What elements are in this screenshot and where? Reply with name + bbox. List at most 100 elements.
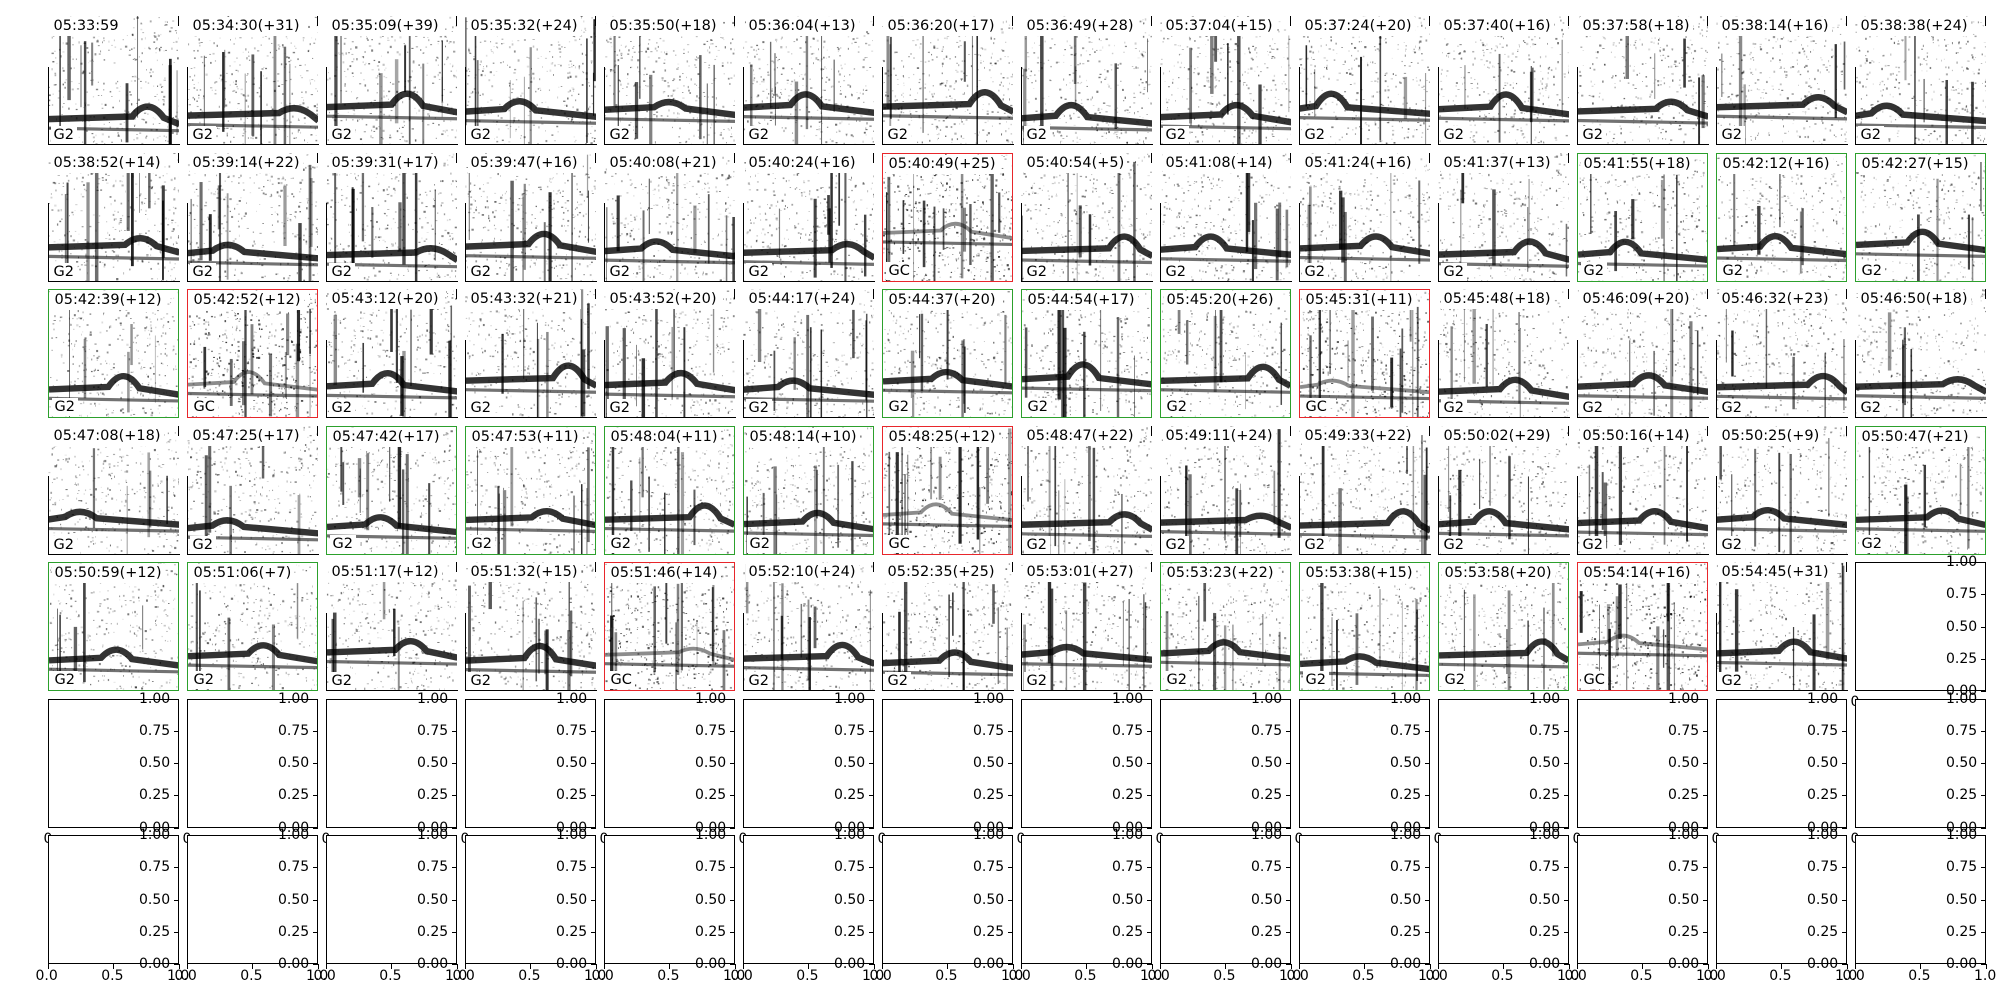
spectrogram-tile: 05:40:08(+21) G2 xyxy=(603,152,736,282)
y-tick-mark xyxy=(1008,931,1013,933)
x-tick-mark xyxy=(735,964,736,969)
tile-class-label: G2 xyxy=(606,262,633,281)
spectrogram-tile: 05:49:33(+22) G2 xyxy=(1298,425,1431,555)
y-tick-mark xyxy=(591,763,596,764)
y-tick-mark xyxy=(452,730,457,732)
x-tick-mark xyxy=(1364,964,1366,969)
tile-axis-frame xyxy=(178,152,179,163)
tile-class-label: G2 xyxy=(1440,262,1467,281)
tile-axis-frame xyxy=(1437,203,1570,282)
y-tick-mark xyxy=(1981,964,1986,965)
y-tick-label: 0.50 xyxy=(834,756,865,770)
tile-timestamp: 05:40:49(+25) xyxy=(885,154,999,174)
y-tick-mark xyxy=(1842,795,1847,797)
y-tick-mark xyxy=(1008,899,1013,901)
spectrogram-tile: 05:45:31(+11) GC xyxy=(1298,289,1430,418)
y-tick-label: 0.00 xyxy=(1946,957,1977,971)
x-tick-mark xyxy=(881,964,883,969)
y-tick-label: 0.25 xyxy=(1668,788,1699,802)
x-tick-label: 0.5 xyxy=(935,969,957,983)
empty-axes xyxy=(1298,698,1430,828)
y-tick-mark xyxy=(1286,763,1291,764)
x-tick-mark xyxy=(603,964,605,969)
x-tick-mark xyxy=(1986,964,1987,969)
tile-timestamp: 05:36:49(+28) xyxy=(1023,17,1137,36)
tile-axis-frame xyxy=(1151,425,1152,436)
y-tick-mark xyxy=(1981,795,1986,797)
y-tick-mark xyxy=(1147,827,1152,829)
y-tick-mark xyxy=(313,867,318,869)
tile-axis-frame xyxy=(1707,425,1708,436)
tile-class-label: G2 xyxy=(50,126,77,144)
y-tick-label: 0.75 xyxy=(556,860,587,874)
empty-axes xyxy=(325,835,457,964)
y-tick-label: 0.50 xyxy=(556,756,587,770)
y-tick-label: 0.25 xyxy=(1112,925,1143,939)
spectrogram-image xyxy=(1576,425,1708,555)
tile-class-label: G2 xyxy=(1440,399,1467,417)
y-tick-label: 0.00 xyxy=(1807,821,1838,835)
spectrogram-tile: 05:52:35(+25) G2 xyxy=(881,562,1014,691)
y-tick-mark xyxy=(730,964,735,965)
y-tick-label: 1.00 xyxy=(834,828,865,842)
tile-timestamp: 05:47:53(+11) xyxy=(468,427,582,447)
y-tick-mark xyxy=(591,867,596,869)
x-tick-label: 1.0 xyxy=(306,969,328,983)
tile-class-label: G2 xyxy=(884,126,911,144)
y-tick-label: 0.50 xyxy=(1112,893,1143,907)
tile-axis-frame xyxy=(734,289,735,300)
y-tick-mark xyxy=(1425,763,1430,764)
tile-class-label: G2 xyxy=(746,534,773,553)
spectrogram-tile: 05:50:47(+21) G2 xyxy=(1854,425,1986,555)
tile-class-label: G2 xyxy=(745,126,772,144)
y-tick-mark xyxy=(591,899,596,901)
tile-axis-frame xyxy=(1846,289,1847,300)
spectrogram-tile: 05:52:10(+24) G2 xyxy=(742,562,875,691)
y-tick-mark xyxy=(1842,931,1847,933)
tile-timestamp: 05:42:12(+16) xyxy=(1719,154,1833,174)
y-tick-mark xyxy=(313,827,318,829)
tile-axis-frame xyxy=(317,16,318,27)
spectrogram-image xyxy=(1576,289,1708,418)
x-tick-label: 0.0 xyxy=(1009,969,1031,983)
tile-timestamp: 05:35:32(+24) xyxy=(467,17,581,36)
tile-axis-frame xyxy=(1429,16,1430,27)
y-tick-label: 0.00 xyxy=(834,821,865,835)
y-tick-mark xyxy=(1703,964,1708,965)
y-tick-mark xyxy=(1981,931,1986,933)
y-tick-mark xyxy=(1564,730,1569,732)
tile-timestamp: 05:45:20(+26) xyxy=(1163,291,1277,310)
y-tick-label: 0.75 xyxy=(695,724,726,738)
x-tick-label: 0.5 xyxy=(657,969,679,983)
tile-timestamp: 05:37:40(+16) xyxy=(1440,17,1554,36)
y-tick-mark xyxy=(174,899,179,901)
tile-axis-frame xyxy=(1715,476,1848,555)
y-tick-label: 0.00 xyxy=(1946,821,1977,835)
tile-class-label: G2 xyxy=(1579,399,1606,417)
y-tick-label: 0.50 xyxy=(417,893,448,907)
y-tick-mark xyxy=(1425,964,1430,965)
x-tick-label: 0.5 xyxy=(1213,969,1235,983)
x-tick-mark xyxy=(1920,964,1922,969)
spectrogram-image xyxy=(604,426,734,554)
y-tick-mark xyxy=(1842,899,1847,901)
tile-timestamp: 05:51:17(+12) xyxy=(328,563,442,582)
y-tick-label: 0.75 xyxy=(1112,860,1143,874)
y-tick-label: 0.50 xyxy=(695,893,726,907)
tile-axis-frame xyxy=(1846,425,1847,436)
tile-class-label: G2 xyxy=(1023,262,1050,281)
y-tick-mark xyxy=(1147,730,1152,732)
spectrogram-tile: 05:50:59(+12) G2 xyxy=(47,562,179,691)
x-tick-label: 0.0 xyxy=(1287,969,1309,983)
y-tick-label: 0.50 xyxy=(278,756,309,770)
spectrogram-image xyxy=(186,426,318,555)
spectrogram-tile: 05:38:52(+14) G2 xyxy=(47,152,180,282)
y-tick-mark xyxy=(452,698,457,700)
tile-timestamp: 05:46:50(+18) xyxy=(1857,290,1971,309)
y-tick-label: 0.25 xyxy=(1946,925,1977,939)
y-tick-mark xyxy=(452,827,457,829)
tile-timestamp: 05:36:20(+17) xyxy=(884,17,998,36)
x-tick-label: 0.5 xyxy=(379,969,401,983)
tile-class-label: G2 xyxy=(190,671,217,689)
tile-axis-frame xyxy=(734,152,735,163)
